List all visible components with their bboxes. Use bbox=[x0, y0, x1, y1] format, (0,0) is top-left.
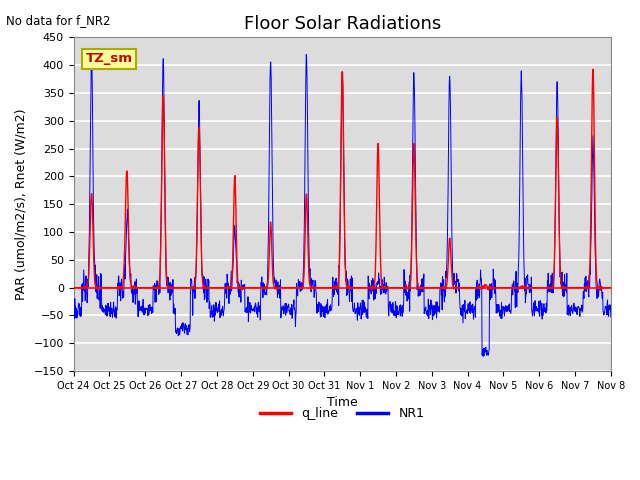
Text: TZ_sm: TZ_sm bbox=[86, 52, 132, 65]
Title: Floor Solar Radiations: Floor Solar Radiations bbox=[244, 15, 441, 33]
Text: No data for f_NR2: No data for f_NR2 bbox=[6, 14, 111, 27]
Legend: q_line, NR1: q_line, NR1 bbox=[255, 402, 429, 425]
Y-axis label: PAR (umol/m2/s), Rnet (W/m2): PAR (umol/m2/s), Rnet (W/m2) bbox=[15, 108, 28, 300]
X-axis label: Time: Time bbox=[327, 396, 358, 409]
